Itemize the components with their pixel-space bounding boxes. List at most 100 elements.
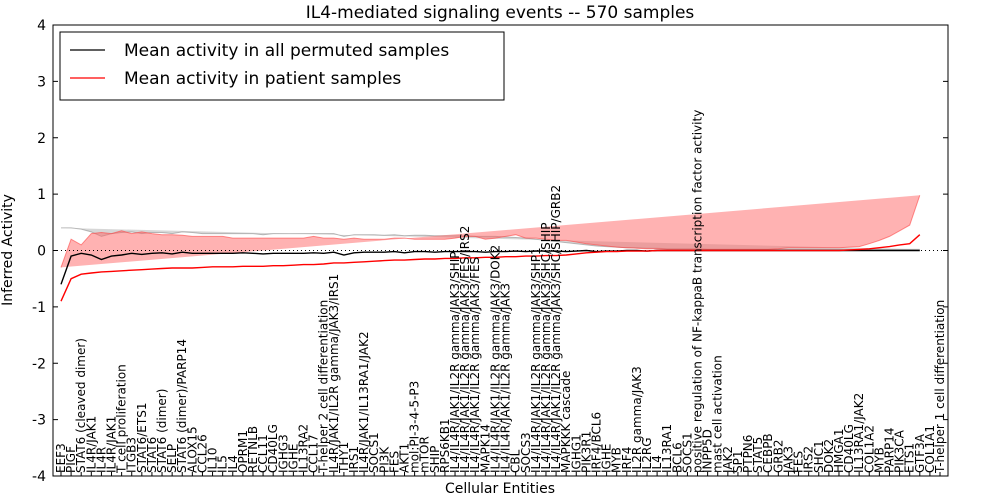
category-label: PI3K (377, 446, 391, 473)
y-tick-label: -2 (32, 356, 46, 372)
category-label: CCL17 (307, 434, 321, 473)
category-label: T-helper 1 cell differentiation (933, 300, 947, 474)
category-label: FES (792, 451, 806, 473)
category-label: CD40LG (266, 424, 280, 473)
category-label: MAPK14 (478, 424, 492, 473)
category-label: STAT6 (145, 437, 159, 473)
category-label: STAT6 (dimer) (155, 389, 169, 473)
category-label: IL4/IL4R/JAK1/IL2R gamma/JAK3/DOK2 (488, 245, 502, 473)
category-label: ITGB3 (125, 437, 139, 473)
category-label: DOK2 (822, 439, 836, 473)
category-label: MAPKKK cascade (559, 371, 573, 473)
category-label: SHIP (428, 446, 442, 473)
axes: -4 -3 -2 -1 0 1 2 3 4 (32, 18, 948, 485)
y-axis-label: Inferred Activity (0, 194, 16, 306)
category-label: IL4/IL4R/JAK1/IL2R gamma/JAK3 (499, 283, 513, 473)
category-label: mTOR (418, 436, 432, 473)
category-label: IL4R/JAK1/IL13RA1/JAK2 (357, 331, 371, 473)
category-label: STAT6 (dimer)/PARP14 (175, 339, 189, 473)
y-tick-label: 4 (37, 18, 46, 34)
category-label: IL4 (226, 455, 240, 473)
category-label: IL4/IL4R/JAK1/IL2R gamma/JAK3/SHC/SHIP (539, 222, 553, 473)
category-label: mol:PI-3-4-5-P3 (408, 381, 422, 473)
y-tick-label: 3 (37, 74, 46, 90)
category-label: IGHG1 (569, 434, 583, 473)
patient-mean-line (60, 234, 921, 302)
category-label: IL4R (94, 447, 108, 473)
category-label: CD40LG (842, 424, 856, 473)
legend-label-permuted: Mean activity in all permuted samples (124, 41, 449, 61)
category-label: IL13RA1/JAK2 (852, 393, 866, 473)
category-label: BCL6 (670, 442, 684, 473)
category-label: IGHG3 (276, 434, 290, 473)
category-label: CCL11 (256, 434, 270, 473)
category-label: AKT1 (398, 443, 412, 473)
category-label: STAT6 (cleaved dimer) (74, 338, 88, 473)
category-label: RPS6KB1 (438, 418, 452, 473)
category-label: OPRM1 (236, 430, 250, 473)
category-label: IL4/IL4R/JAK1/IL2R gamma/JAK3/SHP1 (529, 247, 543, 473)
category-label: CCL26 (195, 434, 209, 473)
category-label: ALOX15 (185, 426, 199, 473)
category-label: RETNLB (246, 426, 260, 473)
category-label: IL4R/JAK1/IL2R gamma/JAK3/IRS1 (327, 274, 341, 473)
category-label: HMGA1 (832, 428, 846, 473)
category-label: IGHE (600, 444, 614, 473)
category-label: IL4R/JAK1 (105, 416, 119, 473)
category-label: IL4R/JAK1 (84, 416, 98, 473)
category-label: PIGF (64, 446, 78, 473)
category-label: IL13RA2 (297, 424, 311, 473)
category-label: IL4/IL4R/JAK1/IL2R gamma/JAK3/SHIP (448, 252, 462, 473)
category-label: IL4/IL4R/JAK1/IL2R gamma/JAK3/FES (468, 257, 482, 473)
category-label: IL4 (650, 455, 664, 473)
category-label: IL13RA1 (660, 424, 674, 473)
category-label: IL4/IL4R/JAK1/IL2R gamma/JAK3/SHC/SHIP/G… (549, 185, 563, 473)
category-label: IRF4 (620, 447, 634, 473)
legend-label-patient: Mean activity in patient samples (124, 69, 401, 89)
category-label: MYB (872, 447, 886, 473)
category-label: SOCS1 (680, 432, 694, 473)
category-label: MYB (610, 447, 624, 473)
category-label: CEBPB (761, 433, 775, 473)
category-label: IL2RG (640, 438, 654, 474)
category-label: T cell proliferation (115, 364, 129, 474)
y-tick-label: 0 (37, 244, 46, 260)
category-label: IRS2 (802, 446, 816, 473)
category-label: IGHE (286, 444, 300, 473)
category-label: JAK2 (721, 446, 735, 474)
category-label: IL2R gamma/JAK3 (630, 366, 644, 473)
legend: Mean activity in all permuted samples Me… (59, 31, 505, 101)
category-label: SP1 (731, 451, 745, 474)
category-label: COL1A2 (862, 425, 876, 473)
category-label: mast cell activation (711, 355, 725, 473)
plot-area (53, 195, 948, 302)
y-tick-label: -3 (32, 413, 46, 429)
y-tick-label: 2 (37, 131, 46, 147)
category-label: IL5 (216, 455, 230, 473)
y-tick-label: 1 (37, 187, 46, 203)
category-label: T-helper 2 cell differentiation (317, 300, 331, 474)
category-label: SHC1 (812, 440, 826, 473)
category-label: PTPN6 (741, 435, 755, 473)
category-label: positive regulation of NF-kappaB transcr… (691, 110, 705, 473)
category-label: CBL (509, 449, 523, 473)
y-tick-label: -1 (32, 300, 46, 316)
category-label: FES (387, 451, 401, 473)
category-label: GRB2 (771, 439, 785, 473)
y-tick-label: -4 (32, 469, 46, 485)
category-label: JAK3 (781, 446, 795, 474)
x-axis-label: Cellular Entities (445, 481, 555, 497)
category-label: THY1 (337, 442, 351, 474)
chart-title: IL4-mediated signaling events -- 570 sam… (306, 3, 695, 23)
category-label: SOCS3 (519, 432, 533, 473)
category-label: PIK3CA (893, 429, 907, 473)
category-label: GTF3A (913, 433, 927, 473)
category-label: IRS1 (347, 446, 361, 473)
category-label: INPP5D (701, 429, 715, 473)
category-label: SELP (165, 444, 179, 473)
legend-box (59, 31, 505, 101)
category-label: PIK3R1 (579, 431, 593, 473)
category-label: STAT5 (751, 437, 765, 473)
